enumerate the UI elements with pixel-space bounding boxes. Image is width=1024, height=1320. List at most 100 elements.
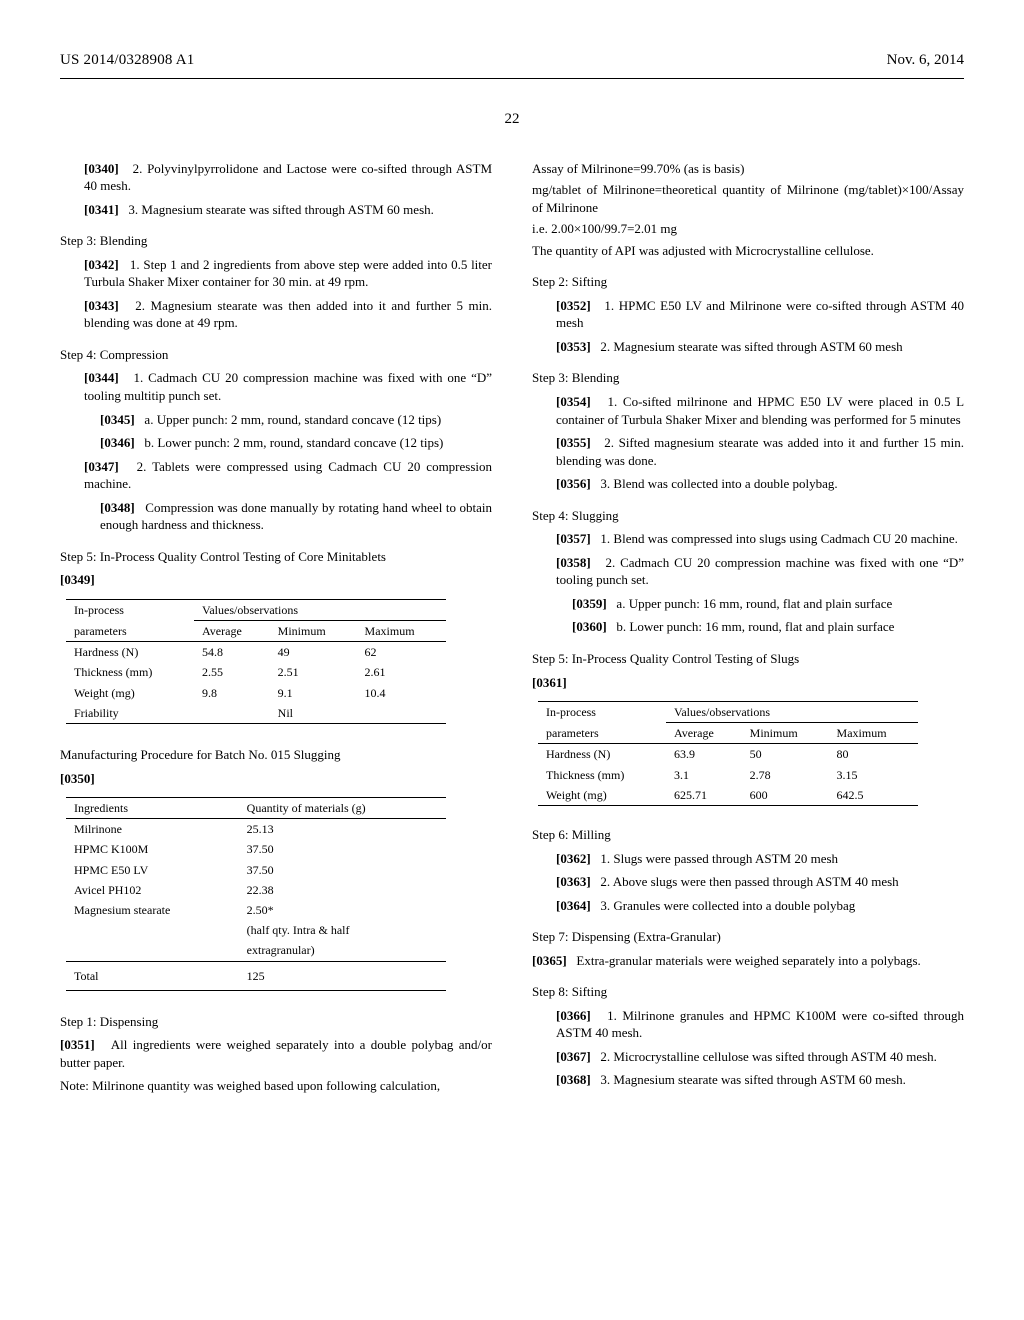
table-cell: Friability [66, 703, 194, 724]
step-heading: Step 1: Dispensing [60, 1013, 492, 1031]
patent-date: Nov. 6, 2014 [887, 50, 964, 70]
para-text: 1. Step 1 and 2 ingredients from above s… [84, 257, 492, 290]
table-cell: HPMC K100M [66, 839, 239, 859]
table-cell [357, 703, 447, 724]
para-num: [0367] [556, 1049, 591, 1064]
para-text: 3. Blend was collected into a double pol… [600, 476, 837, 491]
para-num: [0345] [100, 412, 135, 427]
table-row: extragranular) [66, 940, 446, 961]
para-num: [0357] [556, 531, 591, 546]
table-row: Hardness (N) 63.9 50 80 [538, 744, 918, 765]
para-text: 1. Cadmach CU 20 compression machine was… [84, 370, 492, 403]
table-row: Thickness (mm) 3.1 2.78 3.15 [538, 765, 918, 785]
table-cell: 9.1 [270, 683, 357, 703]
table-cell: Milrinone [66, 819, 239, 840]
para-0345: [0345] a. Upper punch: 2 mm, round, stan… [60, 411, 492, 429]
para-num: [0349] [60, 572, 95, 587]
table-row: HPMC K100M37.50 [66, 839, 446, 859]
table-cell: 54.8 [194, 642, 270, 663]
para-num: [0366] [556, 1008, 591, 1023]
para-text: 1. Blend was compressed into slugs using… [600, 531, 957, 546]
table-cell: 10.4 [357, 683, 447, 703]
table-subheader: parameters [66, 621, 194, 642]
table-row: (half qty. Intra & half [66, 920, 446, 940]
table-cell: 625.71 [666, 785, 742, 806]
table-header: Values/observations [666, 702, 918, 723]
para-num: [0355] [556, 435, 591, 450]
para-0341: [0341] 3. Magnesium stearate was sifted … [60, 201, 492, 219]
para-num: [0342] [84, 257, 119, 272]
right-column: Assay of Milrinone=99.70% (as is basis) … [532, 160, 964, 1099]
table-row: Milrinone25.13 [66, 819, 446, 840]
para-text: 1. Slugs were passed through ASTM 20 mes… [600, 851, 838, 866]
para-0362: [0362] 1. Slugs were passed through ASTM… [532, 850, 964, 868]
para-0355: [0355] 2. Sifted magnesium stearate was … [532, 434, 964, 469]
header-divider [60, 78, 964, 79]
para-num: [0348] [100, 500, 135, 515]
para-0353: [0353] 2. Magnesium stearate was sifted … [532, 338, 964, 356]
para-text: 3. Granules were collected into a double… [600, 898, 855, 913]
table-cell: 125 [239, 961, 447, 990]
para-num: [0354] [556, 394, 591, 409]
para-0343: [0343] 2. Magnesium stearate was then ad… [60, 297, 492, 332]
table-cell: 22.38 [239, 880, 447, 900]
table-cell: 2.51 [270, 662, 357, 682]
para-num: [0347] [84, 459, 119, 474]
table-subheader: parameters [538, 723, 666, 744]
para-0358: [0358] 2. Cadmach CU 20 compression mach… [532, 554, 964, 589]
table-header: Ingredients [66, 798, 239, 819]
para-num: [0353] [556, 339, 591, 354]
table-row: Friability Nil [66, 703, 446, 724]
table-cell: Thickness (mm) [538, 765, 666, 785]
para-text: a. Upper punch: 16 mm, round, flat and p… [616, 596, 892, 611]
table-cell: 9.8 [194, 683, 270, 703]
para-0356: [0356] 3. Blend was collected into a dou… [532, 475, 964, 493]
para-num: [0351] [60, 1037, 95, 1052]
table-cell [194, 703, 270, 724]
step-heading: Step 7: Dispensing (Extra-Granular) [532, 928, 964, 946]
table-header: In-process [66, 599, 194, 620]
table-cell: 37.50 [239, 839, 447, 859]
table-cell: 2.78 [742, 765, 829, 785]
para-num: [0350] [60, 771, 95, 786]
para-text: 3. Magnesium stearate was sifted through… [600, 1072, 905, 1087]
table-cell: 2.61 [357, 662, 447, 682]
table-cell: Nil [270, 703, 357, 724]
para-text: 2. Cadmach CU 20 compression machine was… [556, 555, 964, 588]
para-text: Compression was done manually by rotatin… [100, 500, 492, 533]
para-0354: [0354] 1. Co-sifted milrinone and HPMC E… [532, 393, 964, 428]
table-row: Avicel PH10222.38 [66, 880, 446, 900]
step-heading: Step 4: Compression [60, 346, 492, 364]
table-cell: 50 [742, 744, 829, 765]
para-text: b. Lower punch: 2 mm, round, standard co… [144, 435, 443, 450]
table-subheader: Maximum [357, 621, 447, 642]
step-heading: Step 6: Milling [532, 826, 964, 844]
table-cell: 37.50 [239, 860, 447, 880]
para-text: 2. Above slugs were then passed through … [600, 874, 898, 889]
para-0352: [0352] 1. HPMC E50 LV and Milrinone were… [532, 297, 964, 332]
para-num: [0362] [556, 851, 591, 866]
para-num: [0344] [84, 370, 119, 385]
table-cell: 80 [829, 744, 919, 765]
table-cell: 3.15 [829, 765, 919, 785]
table-cell: Total [66, 961, 239, 990]
para-text: b. Lower punch: 16 mm, round, flat and p… [616, 619, 894, 634]
assay-line: i.e. 2.00×100/99.7=2.01 mg [532, 220, 964, 238]
para-text: 2. Sifted magnesium stearate was added i… [556, 435, 964, 468]
table-subheader: Minimum [742, 723, 829, 744]
table-cell: Weight (mg) [538, 785, 666, 806]
table-row: Weight (mg) 9.8 9.1 10.4 [66, 683, 446, 703]
para-text: Extra-granular materials were weighed se… [576, 953, 920, 968]
para-num: [0340] [84, 161, 119, 176]
para-0344: [0344] 1. Cadmach CU 20 compression mach… [60, 369, 492, 404]
para-0348: [0348] Compression was done manually by … [60, 499, 492, 534]
patent-id: US 2014/0328908 A1 [60, 50, 194, 70]
table-subheader: Maximum [829, 723, 919, 744]
para-0351: [0351] All ingredients were weighed sepa… [60, 1036, 492, 1071]
table-cell: 2.50* [239, 900, 447, 920]
para-text: 2. Tablets were compressed using Cadmach… [84, 459, 492, 492]
table-row: Magnesium stearate2.50* [66, 900, 446, 920]
step-heading: Step 4: Slugging [532, 507, 964, 525]
para-num: [0361] [532, 675, 567, 690]
para-text: 1. Co-sifted milrinone and HPMC E50 LV w… [556, 394, 964, 427]
